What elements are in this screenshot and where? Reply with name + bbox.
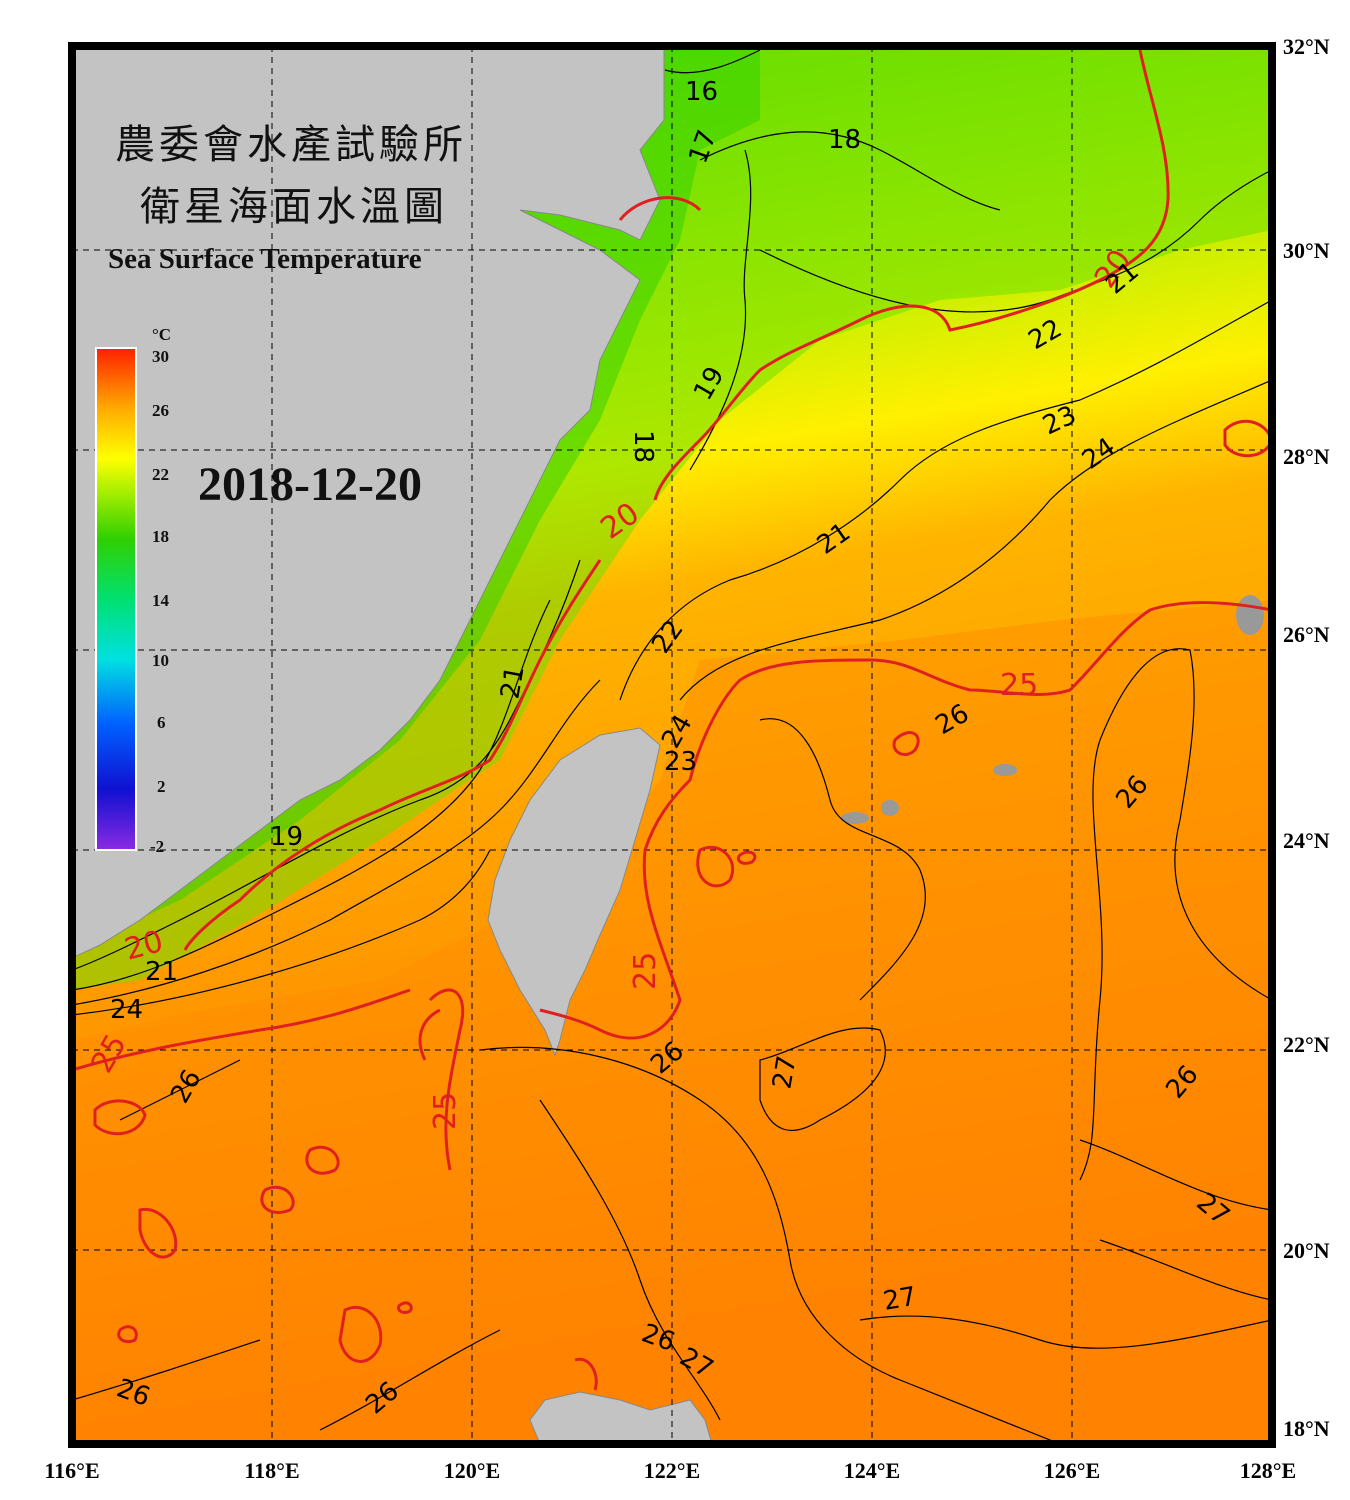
colorbar-tick-18: 18: [152, 527, 169, 546]
lat-label-28: 28°N: [1283, 444, 1330, 469]
island-okinawa: [1236, 595, 1264, 635]
label-23a: 23: [664, 747, 697, 777]
lon-label-124: 124°E: [844, 1458, 900, 1483]
colorbar: °C 30 26 22 18 14 10 6 2 -2: [95, 325, 171, 856]
lat-label-24: 24°N: [1283, 828, 1330, 853]
lat-label-26: 26°N: [1283, 622, 1330, 647]
title-zh-line2: 衛星海面水溫圖: [140, 184, 448, 230]
label-16: 16: [685, 77, 718, 107]
colorbar-tick-6: 6: [157, 713, 166, 732]
label-24c: 24: [110, 995, 143, 1025]
title-zh-line1: 農委會水產試驗所: [115, 122, 467, 168]
colorbar-tick-26: 26: [152, 401, 169, 420]
lat-label-20: 20°N: [1283, 1238, 1330, 1263]
island-miyako: [841, 812, 869, 824]
taiwan: [487, 727, 661, 1057]
colorbar-tick-neg2: -2: [150, 837, 164, 856]
colorbar-tick-22: 22: [152, 465, 169, 484]
china-mainland: [72, 46, 665, 959]
label-21a: 21: [495, 663, 530, 701]
label-25a: 25: [628, 952, 663, 990]
map-area: 16 17 18 19 18 20 21 22 23 24 25 26 27 2…: [72, 46, 1272, 1444]
label-19b: 19: [270, 822, 303, 852]
label-21d: 21: [145, 957, 178, 987]
lon-label-122: 122°E: [644, 1458, 700, 1483]
lon-axis: 116°E 118°E 120°E 122°E 124°E 126°E 128°…: [44, 1458, 1296, 1483]
graticule: [72, 46, 1272, 1444]
luzon: [529, 1391, 713, 1444]
colorbar-unit: °C: [152, 325, 171, 344]
lat-label-22: 22°N: [1283, 1032, 1330, 1057]
colorbar-tick-2: 2: [157, 777, 166, 796]
colorbar-tick-10: 10: [152, 651, 169, 670]
colorbar-tick-14: 14: [152, 591, 170, 610]
lon-label-118: 118°E: [244, 1458, 299, 1483]
label-25d: 25: [428, 1092, 463, 1130]
lon-label-128: 128°E: [1240, 1458, 1296, 1483]
label-18: 18: [828, 125, 861, 155]
colorbar-ramp: [95, 347, 137, 851]
lon-label-116: 116°E: [44, 1458, 99, 1483]
lat-axis: 32°N 30°N 28°N 26°N 24°N 22°N 20°N 18°N: [1283, 34, 1330, 1441]
title-block: 農委會水產試驗所 衛星海面水溫圖 Sea Surface Temperature…: [108, 122, 467, 511]
contours-major: [72, 49, 1272, 1391]
colorbar-tick-30: 30: [152, 347, 169, 366]
lat-label-32: 32°N: [1283, 34, 1330, 59]
lon-label-126: 126°E: [1044, 1458, 1100, 1483]
lat-label-30: 30°N: [1283, 238, 1330, 263]
map-frame: [68, 42, 1276, 1448]
label-27a: 27: [767, 1053, 802, 1091]
label-27c: 27: [881, 1282, 919, 1317]
label-18b: 18: [628, 430, 658, 463]
lat-label-18: 18°N: [1283, 1416, 1330, 1441]
island-tarama: [881, 800, 899, 816]
island-yaeyama: [993, 764, 1017, 776]
lon-label-120: 120°E: [444, 1458, 500, 1483]
date-label: 2018-12-20: [198, 458, 422, 511]
title-en: Sea Surface Temperature: [108, 243, 422, 275]
warm-region: [72, 600, 1272, 1444]
label-25b: 25: [1000, 668, 1038, 703]
